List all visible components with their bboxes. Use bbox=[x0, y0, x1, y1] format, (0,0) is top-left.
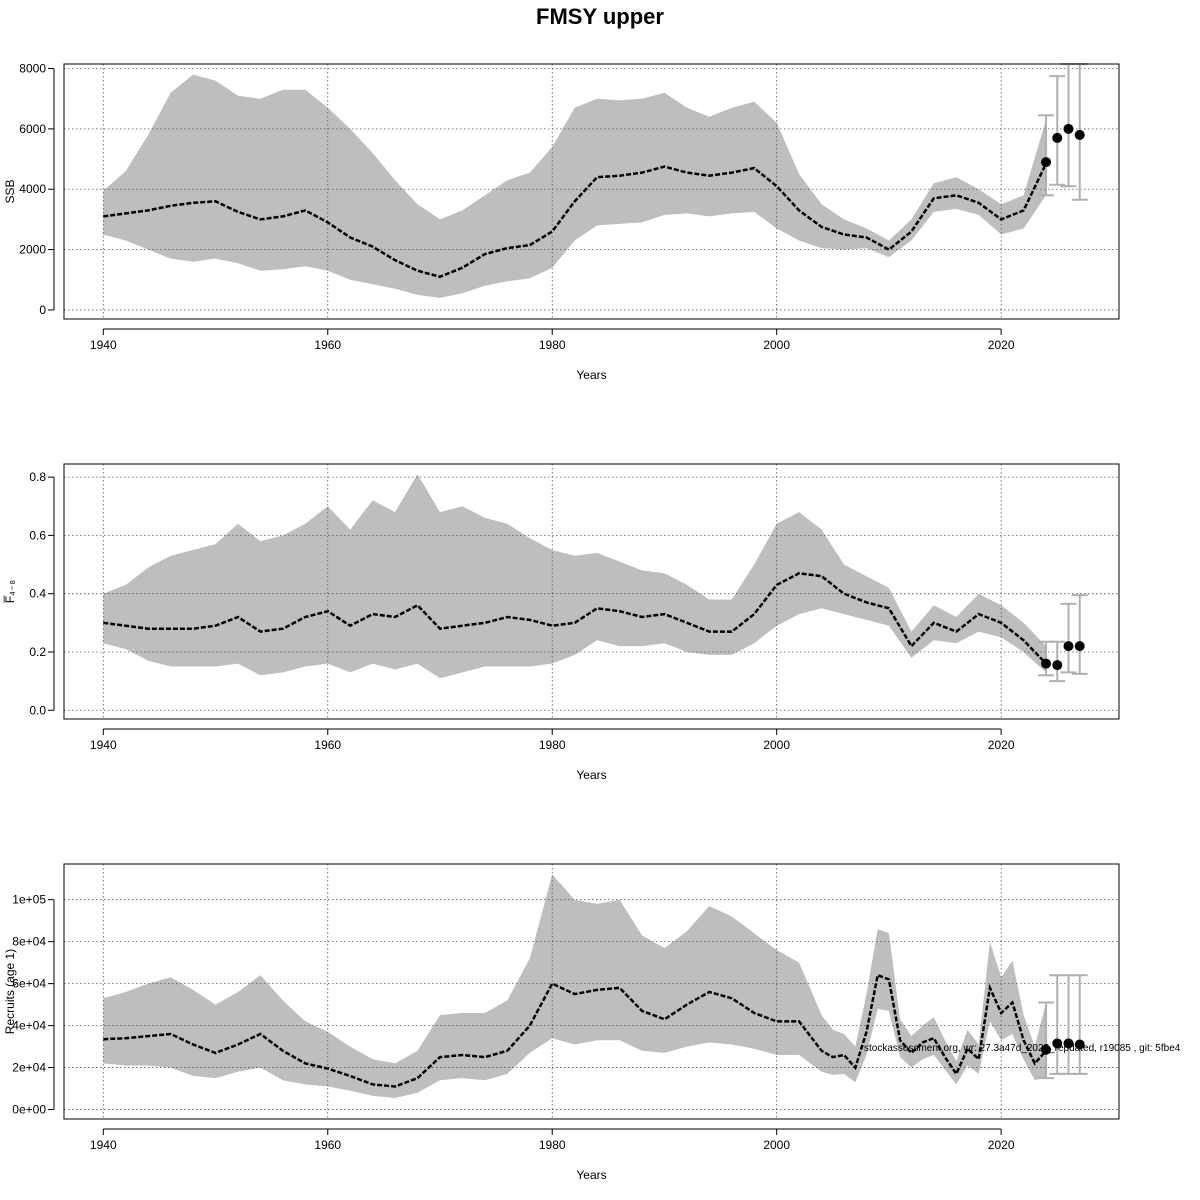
chart-title: FMSY upper bbox=[536, 4, 664, 29]
projection-point bbox=[1074, 129, 1085, 140]
x-axis-label: Years bbox=[576, 368, 606, 382]
confidence-band bbox=[103, 74, 1047, 298]
recruits-panel: 1940 1960 1980 2000 2020 Years 0e+00 2e+04 4e+04… bbox=[3, 863, 1120, 1182]
y-tick-label: 1e+05 bbox=[12, 893, 46, 907]
y-tick-label: 0.8 bbox=[29, 470, 46, 484]
x-tick-label: 2020 bbox=[988, 1138, 1015, 1152]
x-tick-label: 1940 bbox=[90, 738, 117, 752]
projection-point bbox=[1074, 641, 1085, 652]
projection-point bbox=[1063, 123, 1074, 134]
x-tick-label: 1960 bbox=[314, 1138, 341, 1152]
y-axis-label: SSB bbox=[3, 179, 17, 203]
projection-point bbox=[1041, 1044, 1052, 1055]
confidence-band bbox=[103, 474, 1047, 679]
x-tick-label: 2020 bbox=[988, 338, 1015, 352]
x-tick-label: 1940 bbox=[90, 1138, 117, 1152]
x-tick-label: 2000 bbox=[763, 738, 790, 752]
y-tick-label: 6e+04 bbox=[12, 977, 46, 991]
x-tick-label: 2020 bbox=[988, 738, 1015, 752]
y-tick-label: 0.0 bbox=[29, 703, 46, 717]
projection-point bbox=[1063, 1038, 1074, 1049]
y-tick-label: 0e+00 bbox=[12, 1103, 46, 1117]
y-tick-label: 0.6 bbox=[29, 528, 46, 542]
x-tick-label: 1980 bbox=[539, 1138, 566, 1152]
x-tick-label: 1980 bbox=[539, 338, 566, 352]
projection-point bbox=[1052, 132, 1063, 143]
y-tick-label: 4e+04 bbox=[12, 1019, 46, 1033]
plot-frame bbox=[63, 63, 1120, 320]
projection-point bbox=[1041, 157, 1052, 168]
estimate-line bbox=[103, 163, 1048, 279]
ssb-panel: 1940 1960 1980 2000 2020 Years 0 2000 4000 6000 80… bbox=[3, 62, 1120, 382]
estimate-line bbox=[103, 973, 1047, 1088]
plot-frame bbox=[63, 463, 1120, 720]
projection-point bbox=[1052, 1038, 1063, 1049]
fishing-mortality-panel: 1940 1960 1980 2000 2020 Years 0.0 0.2 0.4 0.6 0.8… bbox=[3, 463, 1120, 782]
y-tick-label: 6000 bbox=[19, 122, 46, 136]
projection-point bbox=[1041, 658, 1052, 669]
y-tick-label: 0.4 bbox=[29, 587, 46, 601]
x-tick-label: 1940 bbox=[90, 338, 117, 352]
y-tick-label: 8e+04 bbox=[12, 935, 46, 949]
y-axis-label: Recruits (age 1) bbox=[3, 949, 17, 1034]
x-tick-label: 2000 bbox=[763, 1138, 790, 1152]
footer-watermark: stockassessment.org, wr: 27.3a47d_2025_r… bbox=[864, 1043, 1181, 1054]
y-axis-label: F̅₄₋₈ bbox=[3, 580, 17, 604]
confidence-band bbox=[103, 874, 1047, 1098]
x-tick-label: 1960 bbox=[314, 738, 341, 752]
x-tick-label: 1960 bbox=[314, 338, 341, 352]
projection-point bbox=[1063, 641, 1074, 652]
y-tick-label: 2e+04 bbox=[12, 1061, 46, 1075]
projection-point bbox=[1074, 1039, 1085, 1050]
y-tick-label: 0 bbox=[39, 303, 46, 317]
plot-frame bbox=[63, 863, 1120, 1120]
estimate-line bbox=[103, 572, 1047, 665]
x-tick-label: 1980 bbox=[539, 738, 566, 752]
x-axis-label: Years bbox=[576, 768, 606, 782]
x-axis-label: Years bbox=[576, 1168, 606, 1182]
x-tick-label: 2000 bbox=[763, 338, 790, 352]
y-tick-label: 4000 bbox=[19, 182, 46, 196]
projection-point bbox=[1052, 660, 1063, 671]
y-tick-label: 8000 bbox=[19, 62, 46, 76]
y-tick-label: 0.2 bbox=[29, 645, 46, 659]
y-tick-label: 2000 bbox=[19, 243, 46, 257]
